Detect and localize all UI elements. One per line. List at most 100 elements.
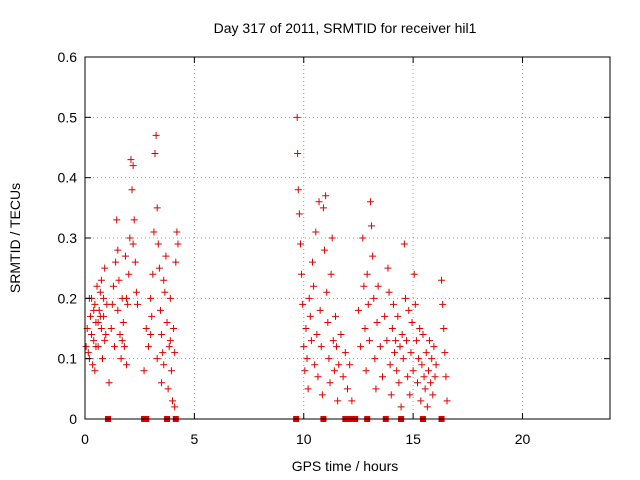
x-tick-label: 15 <box>405 431 421 447</box>
data-point <box>123 294 131 302</box>
data-point <box>97 325 105 332</box>
data-point <box>111 343 119 351</box>
data-point <box>100 294 108 302</box>
data-point <box>130 216 138 224</box>
data-point <box>325 355 333 363</box>
data-point <box>301 367 309 375</box>
data-point <box>165 343 173 351</box>
data-point <box>327 270 335 278</box>
data-point <box>132 288 140 296</box>
data-point <box>333 343 341 351</box>
y-tick-label: 0.5 <box>58 109 78 125</box>
data-point <box>372 385 380 393</box>
data-point <box>357 343 365 351</box>
data-point <box>91 300 99 308</box>
data-point <box>423 403 431 411</box>
x-tick-label: 5 <box>190 431 198 447</box>
data-point <box>90 337 98 345</box>
data-point <box>427 379 435 387</box>
data-point <box>149 270 157 278</box>
data-point <box>153 355 161 363</box>
data-point <box>359 234 367 242</box>
data-point <box>299 300 307 308</box>
x-axis-label: GPS time / hours <box>292 458 399 474</box>
data-point <box>324 318 332 326</box>
data-point <box>335 361 343 369</box>
data-point <box>92 343 100 351</box>
data-point <box>334 397 342 405</box>
data-point <box>118 337 126 345</box>
y-tick-label: 0.1 <box>58 351 78 367</box>
x-tick-label: 0 <box>81 431 89 447</box>
data-point <box>160 361 168 369</box>
axis-ticks <box>84 56 610 420</box>
data-point <box>364 300 372 308</box>
tick-labels: 0 0.1 0.2 0.3 0.4 0.5 0.6 0 5 10 15 20 <box>58 49 531 447</box>
data-point <box>317 343 325 351</box>
data-point <box>90 306 98 314</box>
data-point <box>344 385 351 393</box>
data-point <box>341 349 349 357</box>
data-point <box>394 312 402 320</box>
data-point <box>397 403 405 411</box>
data-point <box>166 337 174 345</box>
data-point <box>121 252 129 260</box>
data-point <box>389 300 397 308</box>
data-point <box>405 306 413 314</box>
data-point <box>166 294 174 302</box>
data-point <box>428 355 436 363</box>
data-point <box>392 337 400 345</box>
y-tick-label: 0.6 <box>58 49 78 65</box>
data-point <box>322 192 330 200</box>
data-point <box>114 246 122 254</box>
data-point <box>167 367 175 375</box>
data-point <box>395 379 403 387</box>
data-point <box>115 276 123 284</box>
data-point <box>412 337 420 345</box>
data-point <box>147 331 155 339</box>
data-point <box>294 186 302 194</box>
grid-lines <box>85 57 610 419</box>
data-point <box>102 331 110 339</box>
data-point <box>312 228 320 236</box>
data-point <box>174 240 182 248</box>
data-point <box>313 331 321 339</box>
data-point <box>129 240 137 248</box>
data-point <box>417 397 425 405</box>
data-point <box>429 391 437 399</box>
data-point <box>371 355 379 363</box>
data-point <box>374 282 382 290</box>
data-point <box>401 294 409 302</box>
data-point <box>144 343 152 351</box>
data-point <box>415 355 423 363</box>
data-point <box>399 355 407 363</box>
data-point <box>407 349 415 357</box>
data-point <box>337 331 345 339</box>
data-point <box>419 331 427 339</box>
data-point <box>420 373 428 381</box>
data-point <box>171 403 179 411</box>
data-point <box>113 216 121 224</box>
data-point <box>101 264 109 272</box>
data-point <box>150 228 158 236</box>
data-point <box>151 150 159 158</box>
data-point <box>376 343 384 351</box>
data-point <box>158 331 166 339</box>
data-point <box>96 288 104 296</box>
data-point <box>400 240 408 248</box>
data-point <box>307 337 315 345</box>
data-point <box>404 373 412 381</box>
data-point <box>360 282 368 290</box>
data-point <box>294 150 302 158</box>
y-tick-label: 0.3 <box>58 230 78 246</box>
data-point <box>305 294 313 302</box>
data-point <box>88 331 96 339</box>
data-point <box>426 337 434 345</box>
data-point <box>119 318 127 326</box>
data-point <box>318 391 326 399</box>
data-point <box>368 222 376 230</box>
data-point <box>331 312 339 320</box>
data-point <box>164 385 172 393</box>
